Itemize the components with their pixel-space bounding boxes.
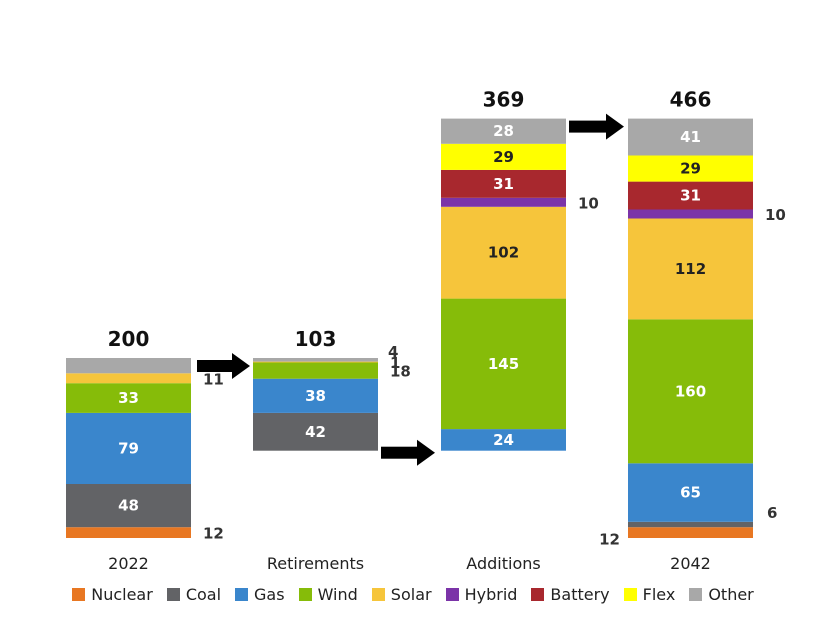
bar-segment-solar-retirements: [253, 361, 378, 363]
arrow-additions-to-2042: [569, 113, 624, 140]
legend-item-solar: Solar: [371, 585, 432, 604]
segment-label: 42: [305, 423, 326, 441]
legend-label: Coal: [185, 585, 222, 604]
arrow-2022-to-retirements: [197, 353, 250, 379]
bar-segment-solar-2022: [66, 373, 191, 384]
legend-swatch: [531, 588, 545, 601]
segment-label: 65: [680, 484, 701, 502]
bar-segment-wind-additions: [441, 298, 566, 430]
bar-segment-other-retirements: [253, 358, 378, 362]
segment-label: 29: [493, 148, 514, 166]
bar-total-label: 200: [108, 327, 150, 351]
bar-segment-flex-2042: [628, 155, 753, 182]
segment-label: 112: [675, 260, 706, 278]
legend-item-gas: Gas: [235, 585, 285, 604]
legend-swatch: [235, 588, 249, 601]
segment-label: 102: [488, 244, 519, 262]
legend-item-coal: Coal: [166, 585, 222, 604]
segment-label: 41: [680, 128, 701, 146]
segment-label: 38: [305, 387, 326, 405]
bar-segment-solar-additions: [441, 206, 566, 299]
legend-swatch: [623, 588, 637, 601]
legend-swatch: [371, 588, 385, 601]
chart-canvas: 124879331117200202242381814103Retirement…: [66, 88, 786, 573]
bar-segment-wind-retirements: [253, 362, 378, 379]
arrow-retirements-to-additions: [381, 439, 435, 466]
segment-outside-label: 10: [578, 194, 599, 212]
category-label: Additions: [466, 554, 540, 573]
segment-outside-label: 1: [390, 354, 400, 372]
segment-label: 33: [118, 389, 139, 407]
bar-segment-coal-retirements: [253, 412, 378, 451]
bar-segment-battery-additions: [441, 169, 566, 198]
bar-segment-wind-2022: [66, 383, 191, 413]
bar-segment-nuclear-2022: [66, 527, 191, 538]
legend-item-flex: Flex: [623, 585, 676, 604]
legend-swatch: [689, 588, 703, 601]
bar-segment-solar-2042: [628, 218, 753, 320]
bar-segment-battery-2042: [628, 181, 753, 210]
category-label: 2042: [670, 554, 711, 573]
bar-segment-wind-2042: [628, 319, 753, 464]
category-label: 2022: [108, 554, 149, 573]
segment-outside-label: 18: [390, 363, 411, 381]
segment-label: 31: [493, 175, 514, 193]
segment-outside-label: 6: [767, 504, 777, 522]
legend-label: Other: [708, 585, 754, 604]
segment-outside-label: 4: [388, 343, 398, 361]
legend-item-battery: Battery: [531, 585, 610, 604]
segment-label: 29: [680, 160, 701, 178]
bar-segment-gas-additions: [441, 429, 566, 451]
legend-label: Hybrid: [464, 585, 518, 604]
legend-swatch: [72, 588, 86, 601]
segment-outside-label: 11: [203, 370, 224, 388]
legend-item-nuclear: Nuclear: [72, 585, 153, 604]
segment-label: 31: [680, 187, 701, 205]
bar-segment-gas-retirements: [253, 378, 378, 413]
bar-total-label: 103: [295, 327, 337, 351]
legend-swatch: [166, 588, 180, 601]
legend-swatch: [298, 588, 312, 601]
chart-legend: Nuclear Coal Gas Wind Solar Hybrid Battery Flex…: [0, 585, 826, 604]
bar-segment-nuclear-2042: [628, 527, 753, 538]
legend-label: Battery: [550, 585, 610, 604]
bar-segment-other-additions: [441, 118, 566, 144]
bar-segment-flex-additions: [441, 143, 566, 170]
legend-label: Solar: [390, 585, 432, 604]
segment-label: 160: [675, 382, 706, 400]
bar-total-label: 466: [670, 88, 712, 112]
legend-item-wind: Wind: [298, 585, 358, 604]
legend-swatch: [445, 588, 459, 601]
bar-total-label: 369: [483, 88, 525, 112]
legend-label: Gas: [254, 585, 285, 604]
segment-label: 145: [488, 355, 519, 373]
segment-outside-label: 12: [599, 531, 620, 549]
segment-label: 79: [118, 439, 139, 457]
bar-segment-gas-2022: [66, 412, 191, 484]
segment-outside-label: 10: [765, 206, 786, 224]
legend-item-hybrid: Hybrid: [445, 585, 518, 604]
legend-item-other: Other: [689, 585, 754, 604]
bar-segment-other-2022: [66, 358, 191, 374]
bar-segment-coal-2042: [628, 521, 753, 528]
segment-outside-label: 12: [203, 525, 224, 543]
legend-label: Flex: [642, 585, 676, 604]
bar-segment-coal-2022: [66, 484, 191, 528]
legend-label: Wind: [317, 585, 358, 604]
bar-segment-other-2042: [628, 118, 753, 156]
category-label: Retirements: [267, 554, 364, 573]
segment-label: 24: [493, 431, 514, 449]
legend-label: Nuclear: [91, 585, 153, 604]
bar-segment-gas-2042: [628, 463, 753, 522]
segment-label: 28: [493, 122, 514, 140]
segment-label: 48: [118, 497, 139, 515]
bar-segment-hybrid-2042: [628, 209, 753, 219]
bar-segment-hybrid-additions: [441, 197, 566, 207]
